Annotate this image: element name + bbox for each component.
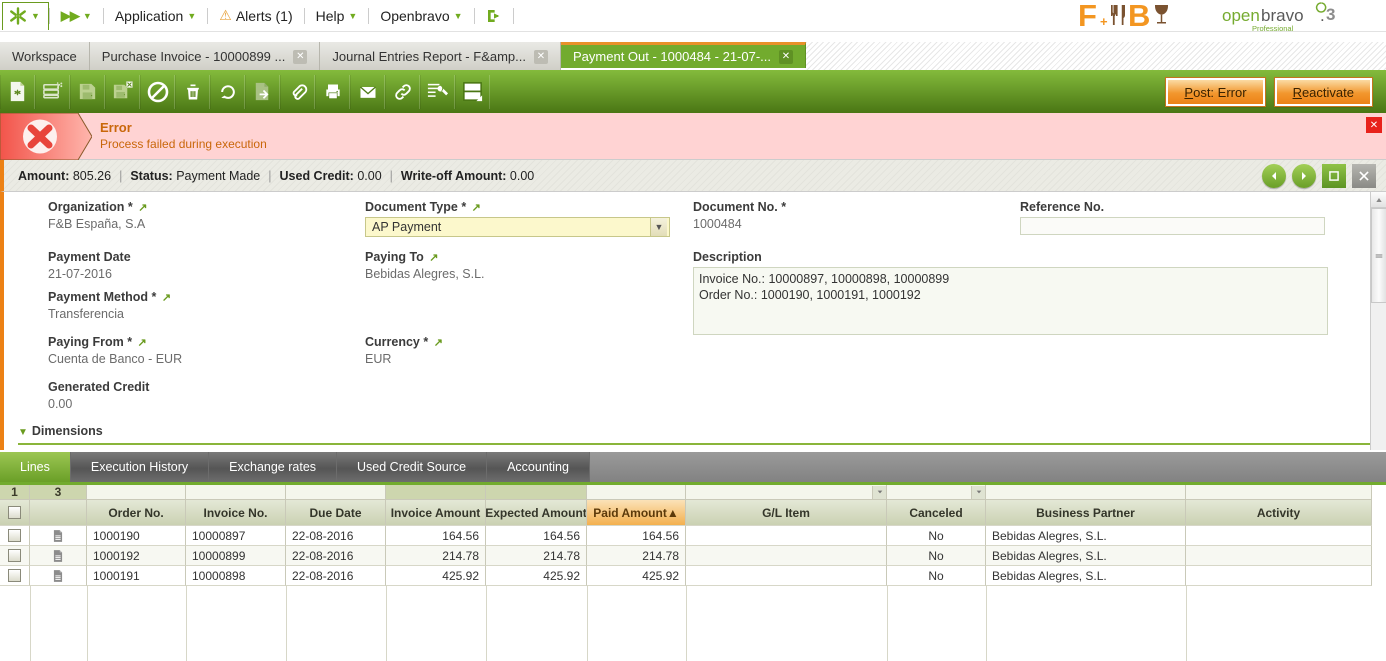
svg-text:.: .: [1320, 6, 1325, 25]
svg-text:F: F: [1080, 0, 1097, 33]
svg-text:3: 3: [1326, 5, 1335, 24]
svg-text:B: B: [1128, 0, 1150, 33]
svg-text:bravo: bravo: [1261, 6, 1304, 25]
svg-text:+: +: [1100, 14, 1108, 29]
svg-text:open: open: [1222, 6, 1260, 25]
svg-text:Professional: Professional: [1252, 24, 1294, 33]
